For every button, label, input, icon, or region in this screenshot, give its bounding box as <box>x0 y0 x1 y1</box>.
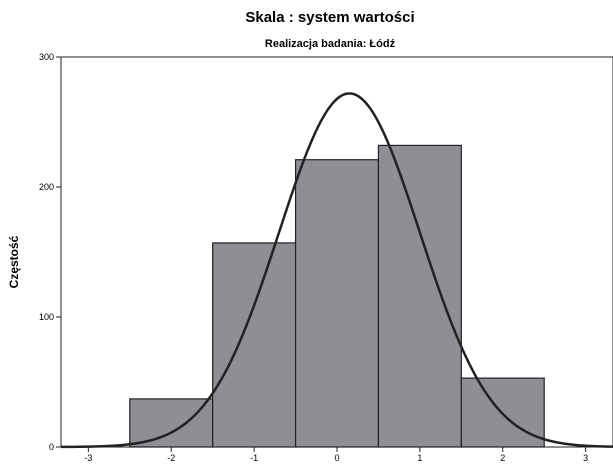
y-tick-label-1: 100 <box>39 312 54 322</box>
plot-area: 0 100 200 300 -3 -2 -1 0 1 2 3 <box>39 52 613 463</box>
histogram-bar-1 <box>129 398 214 448</box>
x-tick-label-4: 1 <box>417 453 422 463</box>
histogram-bar-4 <box>377 144 462 448</box>
x-tick-label-3: 0 <box>334 453 339 463</box>
y-axis-label: Częstość <box>7 235 21 288</box>
chart-title: Skala : system wartości <box>245 9 414 26</box>
x-tick-label-6: 3 <box>583 453 588 463</box>
y-axis-ticks: 0 100 200 300 <box>39 52 61 452</box>
histogram-bar-2 <box>212 242 297 448</box>
x-axis-ticks: -3 -2 -1 0 1 2 3 <box>84 447 588 463</box>
x-tick-label-1: -2 <box>167 453 175 463</box>
y-tick-label-2: 200 <box>39 182 54 192</box>
chart-subtitle: Realizacja badania: Łódź <box>265 38 396 50</box>
x-tick-label-5: 2 <box>500 453 505 463</box>
y-tick-label-3: 300 <box>39 52 54 62</box>
y-tick-label-0: 0 <box>49 442 54 452</box>
x-tick-label-0: -3 <box>84 453 92 463</box>
x-tick-label-2: -1 <box>250 453 258 463</box>
normal-curve <box>60 92 613 449</box>
histogram-bar-3 <box>294 159 380 448</box>
